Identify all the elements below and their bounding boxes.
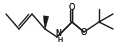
Text: N: N [55,30,61,38]
Text: N: N [55,30,61,38]
Text: O: O [69,3,75,12]
Circle shape [69,4,76,11]
Circle shape [55,31,61,37]
Text: H: H [57,37,63,43]
Polygon shape [43,16,49,29]
Text: O: O [81,28,87,37]
Circle shape [81,30,87,36]
Text: O: O [81,28,87,37]
Text: H: H [57,37,63,43]
Text: O: O [69,3,75,12]
